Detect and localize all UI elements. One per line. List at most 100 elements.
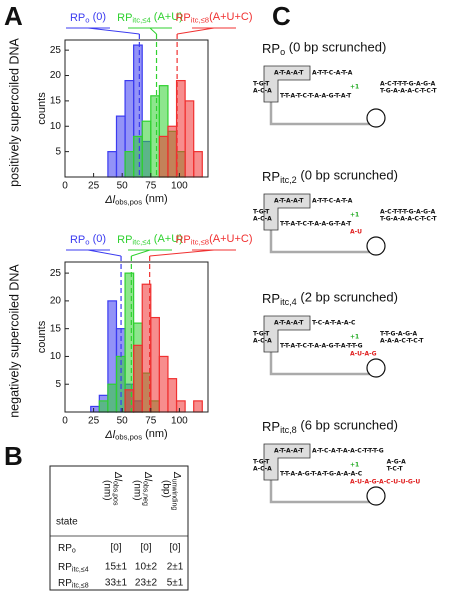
y-tick-label: 25 <box>50 268 62 279</box>
bar <box>107 151 118 178</box>
series-label-part: (0) <box>90 233 107 245</box>
table-cell-part: o <box>72 547 76 554</box>
polymerase <box>263 193 311 231</box>
diagram-title-part: itc,2 <box>280 176 297 186</box>
sequence: A-U-A-G-A-C-U-U-G-U <box>350 479 420 486</box>
diagram-title-part: RP <box>262 291 280 306</box>
x-axis-label-part: Δl <box>104 429 115 441</box>
sequence: T-G-T <box>253 459 270 466</box>
sequence: T-G-A-A-A-C-T-C-T <box>380 216 438 223</box>
table-header: Δlobs,neg <box>142 471 154 506</box>
label-connector <box>66 27 140 35</box>
x-axis-label-part: obs,pos <box>115 198 142 207</box>
sequence: A-A-A-C-T-C-T <box>380 338 424 345</box>
table-header: Δlobs,pos <box>112 471 124 506</box>
bar <box>193 400 203 413</box>
bar <box>167 378 178 413</box>
bar <box>133 344 143 413</box>
y-axis-label: counts <box>36 320 48 353</box>
label-connector <box>149 249 236 257</box>
bar <box>124 389 135 413</box>
x-tick-label: 0 <box>62 416 68 427</box>
series-label-part: (0) <box>90 11 107 23</box>
x-tick-label: 50 <box>117 416 129 427</box>
series-label: RPitc,≤8(A+U+C) <box>175 11 252 25</box>
sequence: A-T-T-C-A-T-A <box>312 198 353 205</box>
bar <box>115 115 126 178</box>
sequence: A-C-A <box>253 216 272 223</box>
x-axis-label-part: (nm) <box>142 193 168 205</box>
diagram-title-part: RP <box>262 419 280 434</box>
sequence: A-U-A-G <box>350 351 377 358</box>
plot-frame <box>64 261 209 413</box>
table-cell: 33±1 <box>105 578 128 589</box>
side-label: negatively supercoiled DNA <box>7 264 21 418</box>
sequence: +1 <box>350 462 359 469</box>
table-header: state <box>56 517 78 528</box>
sequence: T-T-A-T-C-T-A-A-G-T-A-T <box>280 221 352 228</box>
y-tick-label: 5 <box>55 379 61 390</box>
active-site <box>366 108 386 128</box>
diagram-title: RPitc,4 (2 bp scrunched) <box>262 290 398 308</box>
sequence: +1 <box>350 334 359 341</box>
diagram-title-part: itc,8 <box>280 426 297 436</box>
series-label-part: (A+U) <box>151 233 183 245</box>
y-tick-label: 15 <box>50 323 62 334</box>
sequence: A-T-A-A-T <box>274 70 304 77</box>
diagram-title-part: (2 bp scrunched) <box>297 290 398 305</box>
bar <box>133 135 143 178</box>
table-cell-part: RP <box>58 578 72 589</box>
bar <box>193 151 203 178</box>
bar <box>150 95 160 178</box>
diagram-title: RPitc,2 (0 bp scrunched) <box>262 168 398 186</box>
series-label-part: (A+U) <box>151 11 183 23</box>
series-label-part: o <box>85 238 89 247</box>
table-header-part: Δ <box>171 471 182 479</box>
sequence: T-T-A-A-G-T-A-T-G-A-A-A-C <box>280 471 363 478</box>
series-label-part: RP <box>175 12 190 24</box>
sequence: A-U <box>350 229 362 236</box>
series-label: RPitc,≤8(A+U+C) <box>175 233 252 247</box>
diagram-title-part: o <box>280 48 285 58</box>
sequence: A-T-A-A-T <box>274 320 304 327</box>
bar <box>158 355 169 413</box>
table-cell: [0] <box>140 543 151 554</box>
polymerase <box>263 315 311 353</box>
diagram-title-part: (0 bp scrunched) <box>297 168 398 183</box>
sequence: A-G-A <box>387 459 407 466</box>
active-site <box>366 486 386 506</box>
table-cell: RPitc,≤8 <box>58 578 89 590</box>
diagram-title-part: (0 bp scrunched) <box>285 40 386 55</box>
polymerase <box>263 65 311 103</box>
table-frame <box>49 465 189 591</box>
series-label-part: RP <box>117 12 132 24</box>
x-axis-label-part: (nm) <box>142 428 168 440</box>
table-cell: [0] <box>169 543 180 554</box>
series-label-part: (A+U+C) <box>209 11 252 23</box>
table-cell-part: itc,≤4 <box>72 566 89 573</box>
diagram-title-part: (6 bp scrunched) <box>297 418 398 433</box>
bar <box>124 151 135 178</box>
x-tick-label: 75 <box>145 416 157 427</box>
bar <box>175 400 186 413</box>
sequence: A-C-T-T-T-G-A-G-A <box>380 81 436 88</box>
table-cell: 5±1 <box>167 578 184 589</box>
x-axis-label: Δlobs,pos (nm) <box>104 193 167 207</box>
template-loop <box>269 100 370 126</box>
sequence: T-G-T <box>253 331 270 338</box>
side-label: positively supercoiled DNA <box>7 38 21 187</box>
y-tick-label: 20 <box>50 70 62 81</box>
y-axis-label: counts <box>36 92 48 125</box>
series-label-part: itc,≤8 <box>191 16 209 25</box>
template-loop <box>269 228 370 254</box>
template-loop <box>269 350 370 376</box>
series-label-part: RP <box>175 234 190 246</box>
sequence: T-C-A-T-A-A-C <box>312 320 356 327</box>
sequence: T-T-A-T-C-T-A-A-G-T-A-T-T-G <box>280 343 363 350</box>
series-label: RPo (0) <box>70 233 106 247</box>
x-tick-label: 50 <box>117 181 129 192</box>
y-tick-label: 10 <box>50 351 62 362</box>
sequence: T-G-T <box>253 81 270 88</box>
table-header: (bp) <box>160 480 171 498</box>
sequence: A-C-A <box>253 338 272 345</box>
